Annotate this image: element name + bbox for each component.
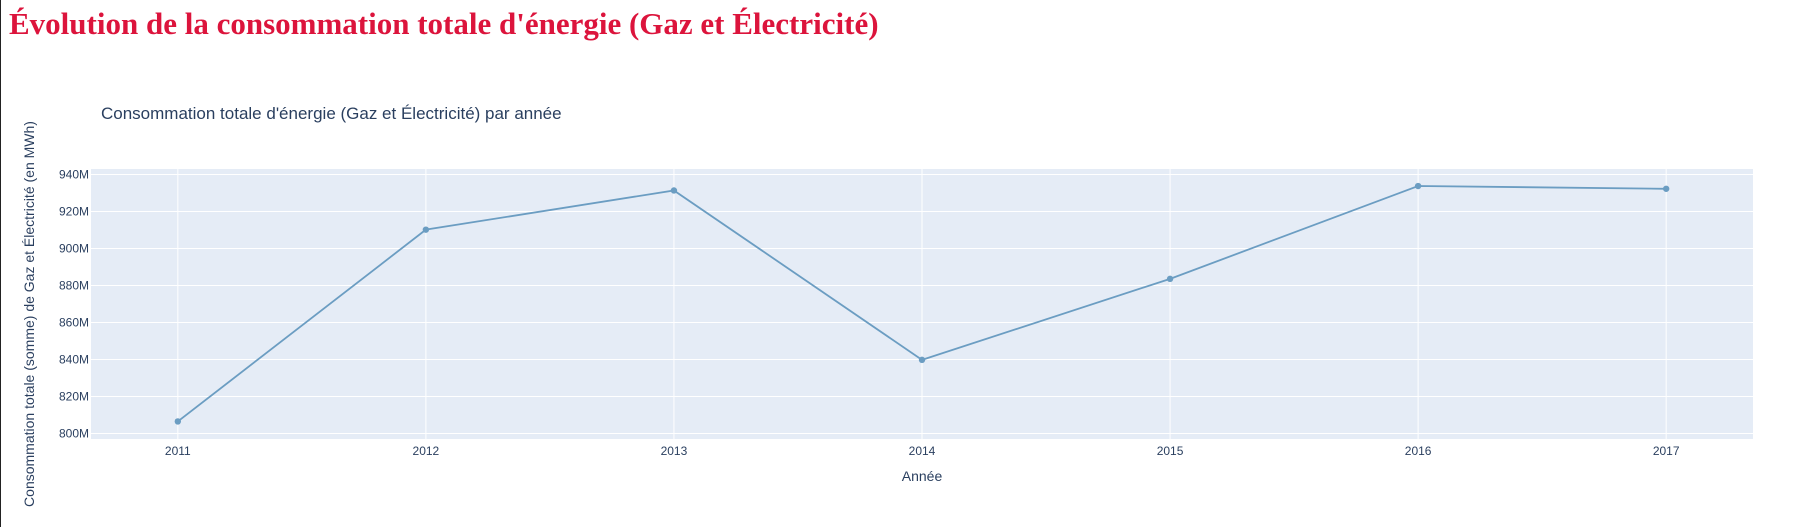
series-group bbox=[174, 182, 1670, 425]
y-tick-label: 940M bbox=[59, 168, 89, 182]
x-tick-label: 2014 bbox=[909, 444, 936, 458]
data-point[interactable] bbox=[1662, 185, 1670, 192]
data-point[interactable] bbox=[174, 418, 182, 425]
x-tick-label: 2013 bbox=[661, 444, 688, 458]
x-tick-label: 2012 bbox=[413, 444, 440, 458]
data-point[interactable] bbox=[1166, 275, 1174, 283]
x-axis-title: Année bbox=[902, 468, 943, 484]
y-tick-label: 900M bbox=[59, 242, 89, 256]
data-point[interactable] bbox=[422, 226, 430, 233]
x-tick-label: 2011 bbox=[165, 444, 191, 458]
y-axis-title: Consommation totale (somme) de Gaz et Él… bbox=[21, 121, 37, 507]
page-title: Évolution de la consommation totale d'én… bbox=[9, 6, 879, 41]
data-point[interactable] bbox=[918, 356, 926, 364]
y-tick-label: 880M bbox=[59, 279, 89, 293]
y-tick-label: 920M bbox=[59, 205, 89, 219]
x-tick-label: 2016 bbox=[1405, 444, 1432, 458]
y-tick-label: 820M bbox=[59, 389, 89, 403]
grid-lines bbox=[91, 169, 1753, 439]
data-point[interactable] bbox=[1414, 182, 1422, 190]
y-axis-ticks: 800M 820M 840M 860M 880M 900M 920M 940M bbox=[59, 168, 89, 441]
x-tick-label: 2015 bbox=[1157, 444, 1184, 458]
chart-title: Consommation totale d'énergie (Gaz et Él… bbox=[101, 104, 562, 123]
y-tick-label: 840M bbox=[59, 352, 89, 366]
y-tick-label: 860M bbox=[59, 315, 89, 329]
data-point[interactable] bbox=[670, 187, 678, 194]
y-tick-label: 800M bbox=[59, 426, 89, 440]
x-axis-ticks: 2011 2012 2013 2014 2015 2016 2017 bbox=[165, 444, 1680, 458]
x-tick-label: 2017 bbox=[1653, 444, 1680, 458]
